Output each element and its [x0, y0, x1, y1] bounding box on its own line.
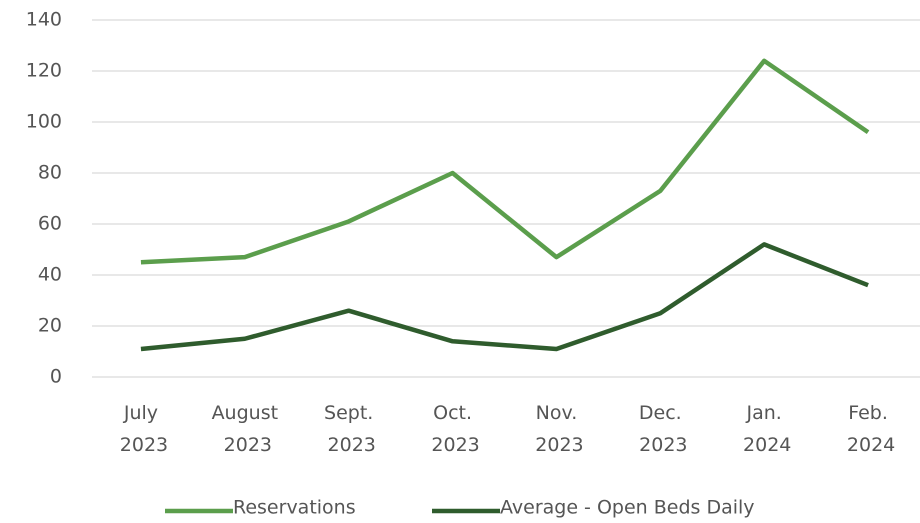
- x-tick-line: July: [123, 402, 158, 424]
- series-line: [140, 58, 870, 265]
- y-tick-label: 20: [38, 315, 62, 337]
- x-tick-label: Dec. 2023: [633, 402, 687, 456]
- x-tick-label: Jan. 2024: [737, 402, 791, 456]
- x-tick-line: 2023: [529, 434, 583, 456]
- x-tick-line: Sept.: [324, 402, 373, 424]
- x-tick-line: 2023: [114, 434, 168, 456]
- x-tick-line: 2023: [218, 434, 272, 456]
- y-tick-label: 120: [26, 60, 62, 82]
- x-tick-label: August 2023: [212, 402, 279, 456]
- x-tick-line: Oct.: [433, 402, 472, 424]
- x-tick-line: 2024: [737, 434, 791, 456]
- x-tick-line: 2023: [321, 434, 375, 456]
- series-line: [140, 242, 869, 352]
- x-tick-label: Feb. 2024: [841, 402, 895, 456]
- x-tick-label: Oct. 2023: [425, 402, 479, 456]
- x-tick-label: July 2023: [114, 402, 168, 456]
- x-tick-line: Dec.: [639, 402, 682, 424]
- legend-label: Reservations: [233, 497, 356, 519]
- legend-label: Average - Open Beds Daily: [500, 497, 755, 519]
- x-tick-label: Nov. 2023: [529, 402, 583, 456]
- y-tick-label: 80: [38, 162, 62, 184]
- x-tick-line: Feb.: [848, 402, 888, 424]
- x-tick-label: Sept. 2023: [321, 402, 375, 456]
- x-tick-line: 2023: [633, 434, 687, 456]
- y-tick-label: 100: [26, 111, 62, 133]
- x-tick-line: 2023: [425, 434, 479, 456]
- x-tick-line: August: [212, 402, 279, 424]
- y-tick-label: 0: [50, 366, 62, 388]
- y-tick-label: 40: [38, 264, 62, 286]
- x-tick-line: Jan.: [746, 402, 782, 424]
- y-tick-label: 60: [38, 213, 62, 235]
- x-tick-line: 2024: [841, 434, 895, 456]
- y-tick-label: 140: [26, 9, 62, 31]
- x-tick-line: Nov.: [536, 402, 578, 424]
